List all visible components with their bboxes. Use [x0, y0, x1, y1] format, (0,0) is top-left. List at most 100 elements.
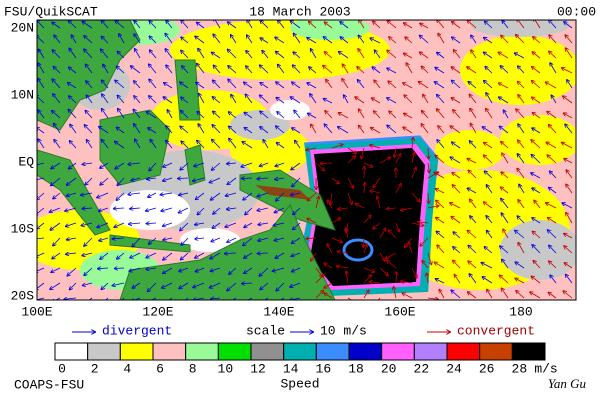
wind-arrow	[387, 50, 397, 59]
wind-arrow	[377, 297, 381, 300]
wind-arrow	[311, 252, 317, 261]
wind-arrow	[161, 207, 173, 211]
lon-labels: 100E 120E 140E 160E 180	[21, 304, 532, 319]
wind-arrow	[193, 177, 205, 181]
wind-arrow	[484, 81, 493, 89]
wind-arrow	[404, 23, 413, 29]
wind-arrow	[228, 50, 237, 59]
wind-arrow	[331, 145, 343, 149]
wind-arrow	[484, 38, 493, 44]
wind-arrow	[148, 192, 157, 197]
wind-arrow	[67, 192, 77, 196]
wind-arrow	[401, 207, 413, 210]
wind-arrow	[532, 52, 541, 59]
wind-arrow	[210, 282, 221, 288]
wind-arrow	[197, 23, 205, 29]
wind-arrow	[276, 98, 285, 104]
wind-arrow	[66, 222, 77, 226]
wind-arrow	[290, 21, 301, 29]
wind-arrow	[324, 37, 333, 44]
wind-arrow	[436, 200, 445, 209]
wind-arrow	[531, 276, 541, 284]
wind-arrow	[194, 162, 205, 166]
wind-arrow	[69, 21, 77, 29]
wind-arrow	[163, 267, 173, 273]
wind-arrow	[315, 291, 323, 299]
wind-arrow	[291, 193, 301, 195]
wind-arrow	[134, 124, 141, 134]
wind-arrow	[181, 141, 189, 149]
wind-arrow	[470, 124, 477, 134]
wind-arrow	[245, 207, 253, 215]
wind-arrow	[565, 263, 573, 269]
wind-arrow	[469, 95, 477, 104]
wind-arrow	[422, 111, 429, 119]
wind-arrow	[50, 222, 61, 230]
wind-arrow	[130, 208, 141, 209]
wind-arrow	[364, 183, 365, 194]
wind-arrow	[162, 282, 173, 288]
wind-arrow	[406, 63, 413, 74]
wind-arrow	[244, 252, 253, 258]
wind-arrow	[38, 63, 45, 74]
wind-arrow	[307, 219, 317, 224]
wind-arrow	[64, 298, 77, 299]
wind-arrow	[411, 267, 417, 278]
wind-arrow	[181, 37, 189, 44]
title-center: 18 March 2003	[249, 4, 350, 19]
wind-arrow	[67, 177, 77, 185]
wind-arrow	[533, 113, 541, 119]
wind-arrow	[450, 203, 461, 209]
wind-arrow	[82, 163, 93, 164]
wind-arrow	[244, 82, 253, 89]
wind-arrow	[347, 147, 356, 154]
wind-arrow	[260, 95, 269, 104]
wind-arrow	[37, 20, 45, 29]
wind-arrow	[563, 96, 573, 104]
wind-arrow	[452, 185, 461, 194]
wind-arrow	[501, 172, 509, 179]
wind-arrow	[97, 192, 109, 198]
wind-arrow	[275, 252, 285, 258]
wind-arrow	[519, 185, 525, 194]
wind-arrow	[199, 94, 205, 104]
wind-arrow	[53, 192, 61, 199]
wind-arrow	[278, 20, 285, 29]
wind-arrow	[163, 162, 173, 167]
wind-arrow	[276, 52, 285, 59]
wind-arrow	[499, 97, 509, 104]
wind-arrow	[481, 263, 493, 269]
wind-arrow	[242, 178, 253, 179]
wind-arrow	[550, 63, 557, 74]
wind-arrow	[212, 162, 221, 170]
wind-arrow	[451, 67, 461, 74]
wind-arrow	[181, 97, 189, 104]
wind-arrow	[420, 52, 429, 59]
wind-arrow	[195, 238, 205, 239]
wind-arrow	[209, 177, 221, 183]
wind-arrow	[53, 94, 61, 104]
wind-arrow	[309, 22, 317, 29]
wind-arrow	[363, 244, 367, 254]
wind-arrow	[213, 111, 221, 119]
wind-arrow	[193, 282, 205, 287]
wind-arrow	[437, 109, 445, 119]
wind-arrow	[180, 222, 189, 231]
wind-arrow	[418, 222, 429, 223]
title-left: FSU/QuikSCAT	[4, 4, 98, 19]
wind-arrow	[213, 34, 221, 44]
wind-arrow	[518, 66, 525, 74]
wind-arrow	[437, 95, 445, 104]
wind-arrow	[227, 177, 237, 184]
wind-arrow	[327, 200, 333, 209]
wind-arrow	[146, 252, 157, 258]
wind-arrow	[567, 80, 573, 89]
wind-arrow	[471, 35, 477, 44]
lat-label: 10N	[11, 87, 34, 102]
wind-arrow	[84, 49, 93, 59]
wind-arrow	[551, 95, 557, 104]
wind-arrow	[84, 36, 93, 44]
wind-arrow	[546, 142, 557, 149]
colorbar-box	[250, 342, 285, 361]
wind-arrow	[548, 230, 557, 239]
